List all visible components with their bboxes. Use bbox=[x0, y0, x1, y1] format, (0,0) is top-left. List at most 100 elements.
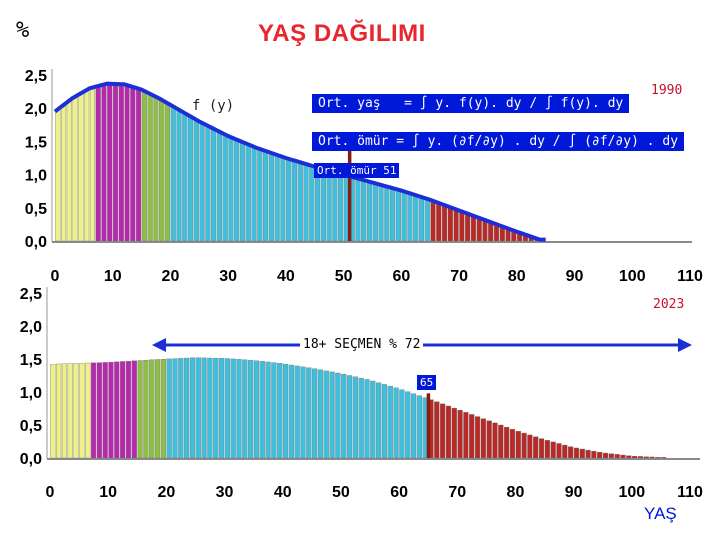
bar-age-29 bbox=[218, 358, 225, 459]
bar-age-102 bbox=[643, 456, 649, 459]
bar-age-21 bbox=[176, 109, 182, 242]
bar-age-69 bbox=[453, 209, 459, 242]
bar-age-55 bbox=[372, 183, 378, 242]
bar-age-49 bbox=[338, 173, 344, 242]
y-tick-0-5: 0,5 bbox=[25, 201, 47, 218]
bar-age-92 bbox=[585, 449, 591, 459]
bar-age-103 bbox=[649, 456, 655, 459]
year-label-2023: 2023 bbox=[653, 297, 685, 312]
bar-age-101 bbox=[637, 456, 644, 459]
bar-age-61 bbox=[407, 193, 413, 242]
bar-age-34 bbox=[251, 146, 257, 242]
bar-age-61 bbox=[405, 391, 411, 459]
bar-age-52 bbox=[355, 178, 361, 242]
bar-age-4 bbox=[78, 93, 84, 242]
bar-age-51 bbox=[346, 375, 353, 459]
bar-age-88 bbox=[562, 444, 568, 459]
bar-age-78 bbox=[504, 426, 510, 459]
bar-age-63 bbox=[416, 395, 422, 459]
bar-age-76 bbox=[492, 422, 498, 459]
voter-arrow-left-head bbox=[152, 338, 166, 352]
bar-age-10 bbox=[112, 83, 119, 242]
bar-age-25 bbox=[199, 122, 205, 242]
bar-age-83 bbox=[533, 436, 539, 459]
bar-age-13 bbox=[125, 360, 132, 459]
bar-age-60 bbox=[399, 389, 405, 459]
bar-age-39 bbox=[280, 156, 286, 242]
bar-age-29 bbox=[222, 134, 228, 242]
bar-age-41 bbox=[291, 160, 298, 242]
bar-age-86 bbox=[550, 441, 556, 459]
bar-age-35 bbox=[253, 360, 260, 459]
bar-age-33 bbox=[242, 359, 248, 459]
bar-age-50 bbox=[341, 374, 347, 459]
bar-age-90 bbox=[573, 447, 580, 459]
bar-age-0 bbox=[50, 364, 56, 459]
bar-age-14 bbox=[136, 88, 142, 242]
bar-age-91 bbox=[579, 448, 585, 459]
bar-age-68 bbox=[447, 207, 453, 242]
bar-age-6 bbox=[89, 87, 95, 242]
x-tick-10: 10 bbox=[104, 268, 122, 285]
bar-age-19 bbox=[164, 103, 171, 242]
bar-age-22 bbox=[182, 113, 188, 242]
bar-age-59 bbox=[395, 189, 401, 242]
bar-age-7 bbox=[95, 85, 101, 242]
bar-age-99 bbox=[626, 455, 632, 459]
bar-age-75 bbox=[486, 420, 492, 459]
bar-age-69 bbox=[451, 407, 457, 459]
bar-age-70 bbox=[457, 410, 463, 459]
bar-age-14 bbox=[131, 360, 137, 459]
bar-age-20 bbox=[166, 358, 172, 459]
bar-age-17 bbox=[153, 96, 159, 242]
bar-age-54 bbox=[364, 379, 370, 459]
bar-age-12 bbox=[124, 85, 130, 242]
bar-age-43 bbox=[300, 366, 306, 459]
x-tick-30: 30 bbox=[219, 268, 237, 285]
bar-age-16 bbox=[143, 359, 149, 459]
bar-age-31 bbox=[234, 139, 240, 242]
bar-age-32 bbox=[239, 141, 246, 242]
x-tick-40: 40 bbox=[277, 268, 295, 285]
bar-age-40 bbox=[282, 363, 289, 459]
bar-age-33 bbox=[245, 144, 251, 242]
bar-age-42 bbox=[297, 162, 303, 242]
bar-age-57 bbox=[381, 384, 388, 459]
bar-age-77 bbox=[498, 424, 504, 459]
x-tick-30: 30 bbox=[216, 484, 234, 501]
x-tick-110: 110 bbox=[677, 484, 703, 501]
y-tick-2-5: 2,5 bbox=[25, 68, 47, 85]
bar-age-66 bbox=[436, 202, 442, 242]
bar-age-55 bbox=[370, 380, 376, 459]
bar-age-18 bbox=[154, 359, 161, 459]
marker-bar-age-65 bbox=[426, 393, 431, 458]
bar-age-93 bbox=[591, 450, 597, 459]
x-tick-70: 70 bbox=[448, 484, 466, 501]
bar-age-28 bbox=[216, 131, 222, 242]
bar-age-19 bbox=[160, 358, 166, 459]
bar-age-97 bbox=[614, 454, 620, 459]
bar-age-7 bbox=[90, 362, 97, 459]
bar-age-85 bbox=[544, 440, 550, 459]
bar-age-49 bbox=[335, 372, 341, 459]
bar-age-35 bbox=[257, 148, 263, 242]
bar-age-70 bbox=[459, 211, 465, 242]
bar-age-0 bbox=[55, 109, 61, 242]
bar-age-27 bbox=[207, 357, 213, 459]
marker-bar-age-51 bbox=[347, 144, 352, 241]
voter-share-label: 18+ SEÇMEN % 72 bbox=[300, 337, 424, 352]
bar-age-82 bbox=[527, 434, 533, 459]
bar-age-18 bbox=[159, 99, 165, 242]
voter-arrow-right-head bbox=[678, 338, 692, 352]
bar-age-20 bbox=[170, 106, 176, 242]
y-tick-2-0: 2,0 bbox=[25, 101, 47, 118]
bar-age-79 bbox=[509, 429, 516, 459]
bar-age-74 bbox=[482, 219, 488, 242]
x-tick-40: 40 bbox=[274, 484, 292, 501]
bar-age-67 bbox=[440, 403, 446, 459]
bar-age-36 bbox=[259, 361, 265, 459]
y-tick-0-5: 0,5 bbox=[20, 418, 42, 435]
bar-age-4 bbox=[73, 363, 79, 459]
bar-age-13 bbox=[130, 86, 136, 242]
bar-age-34 bbox=[248, 359, 254, 459]
